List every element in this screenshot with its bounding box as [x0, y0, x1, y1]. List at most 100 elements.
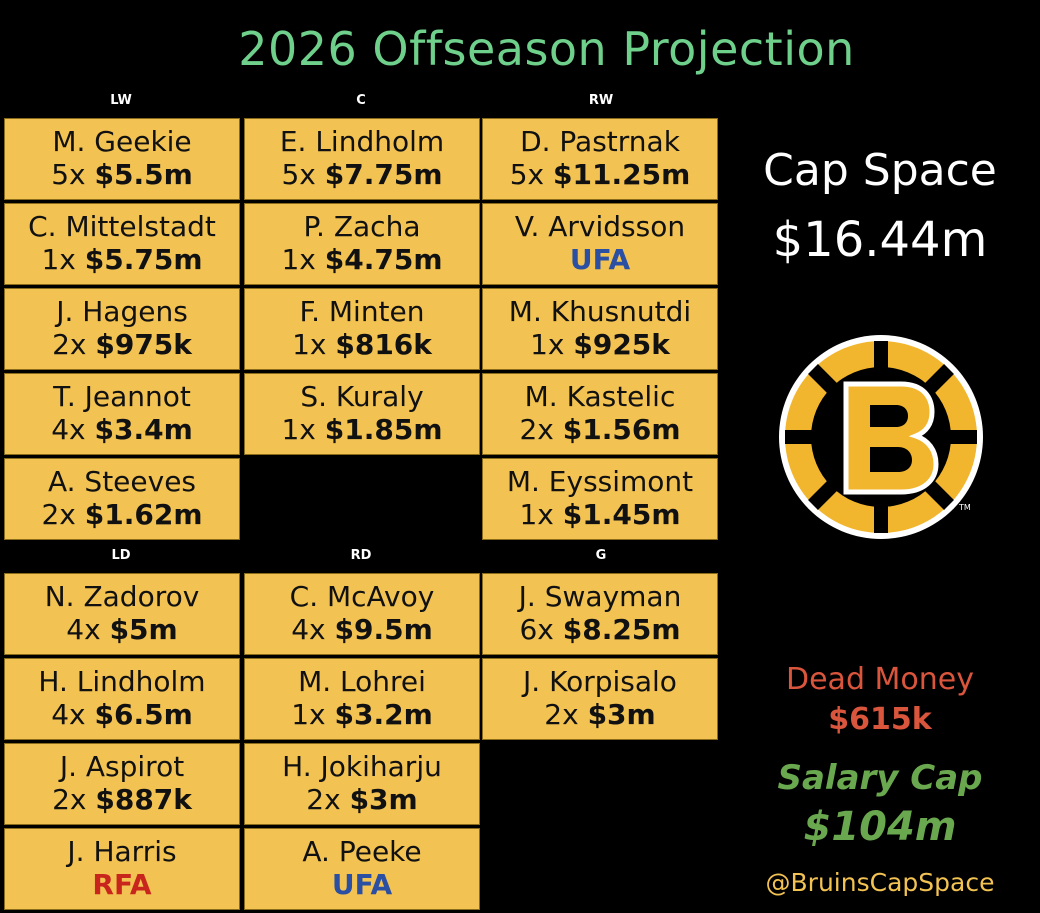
- player-name: F. Minten: [299, 295, 425, 328]
- player-name: M. Lohrei: [298, 665, 426, 698]
- player-card-rd-2: M. Lohrei 1x $3.2m: [244, 658, 480, 740]
- social-handle: @BruinsCapSpace: [765, 868, 995, 897]
- contract-amount: $1.62m: [84, 498, 203, 531]
- contract-years: 2x: [544, 698, 579, 731]
- column-header-rd: RD: [350, 548, 372, 563]
- player-name: J. Harris: [67, 835, 177, 868]
- cap-space-label: Cap Space: [763, 145, 997, 196]
- svg-text:TM: TM: [958, 503, 971, 512]
- contract-amount: $3.2m: [334, 698, 433, 731]
- player-name: H. Jokiharju: [282, 750, 442, 783]
- contract-years: 1x: [281, 243, 316, 276]
- player-card-rw-4: M. Kastelic 2x $1.56m: [482, 373, 718, 455]
- player-card-lw-3: J. Hagens 2x $975k: [4, 288, 240, 370]
- player-card-g-2: J. Korpisalo 2x $3m: [482, 658, 718, 740]
- contract-years: 2x: [519, 413, 554, 446]
- cap-space-value: $16.44m: [772, 212, 988, 268]
- contract-years: 2x: [306, 783, 341, 816]
- contract-years: 5x: [281, 158, 316, 191]
- player-name: C. McAvoy: [289, 580, 435, 613]
- player-card-ld-1: N. Zadorov 4x $5m: [4, 573, 240, 655]
- player-card-c-4: S. Kuraly 1x $1.85m: [244, 373, 480, 455]
- contract-amount: $4.75m: [324, 243, 443, 276]
- free-agent-status: RFA: [92, 868, 152, 901]
- player-card-ld-3: J. Aspirot 2x $887k: [4, 743, 240, 825]
- column-header-c: C: [356, 93, 366, 108]
- contract-amount: $9.5m: [334, 613, 433, 646]
- player-name: T. Jeannot: [53, 380, 191, 413]
- contract-years: 1x: [292, 328, 327, 361]
- player-name: J. Swayman: [518, 580, 682, 613]
- player-card-rw-1: D. Pastrnak 5x $11.25m: [482, 118, 718, 200]
- column-header-ld: LD: [111, 548, 131, 563]
- player-card-rd-4: A. Peeke UFA: [244, 828, 480, 910]
- bruins-b-logo-icon: TM: [779, 335, 983, 539]
- contract-amount: $3m: [587, 698, 656, 731]
- player-name: M. Eyssimont: [506, 465, 694, 498]
- contract-years: 2x: [41, 498, 76, 531]
- contract-years: 4x: [51, 413, 86, 446]
- contract-years: 1x: [291, 698, 326, 731]
- contract-amount: $5m: [109, 613, 178, 646]
- player-card-c-2: P. Zacha 1x $4.75m: [244, 203, 480, 285]
- player-card-rw-3: M. Khusnutdi 1x $925k: [482, 288, 718, 370]
- player-name: S. Kuraly: [300, 380, 424, 413]
- contract-amount: $816k: [335, 328, 432, 361]
- player-name: M. Khusnutdi: [508, 295, 692, 328]
- player-card-ld-4: J. Harris RFA: [4, 828, 240, 910]
- player-card-c-1: E. Lindholm 5x $7.75m: [244, 118, 480, 200]
- player-card-lw-4: T. Jeannot 4x $3.4m: [4, 373, 240, 455]
- player-name: P. Zacha: [303, 210, 421, 243]
- player-card-g-1: J. Swayman 6x $8.25m: [482, 573, 718, 655]
- contract-amount: $1.56m: [562, 413, 681, 446]
- player-name: H. Lindholm: [38, 665, 206, 698]
- player-name: E. Lindholm: [279, 125, 445, 158]
- dead-money-label: Dead Money: [786, 662, 974, 697]
- contract-years: 4x: [291, 613, 326, 646]
- player-name: V. Arvidsson: [514, 210, 686, 243]
- column-header-rw: RW: [588, 93, 614, 108]
- page-title: 2026 Offseason Projection: [238, 22, 855, 76]
- contract-years: 5x: [51, 158, 86, 191]
- player-name: J. Aspirot: [59, 750, 185, 783]
- column-header-lw: LW: [110, 93, 132, 108]
- player-name: A. Steeves: [47, 465, 197, 498]
- contract-years: 1x: [519, 498, 554, 531]
- free-agent-status: UFA: [331, 868, 393, 901]
- player-name: D. Pastrnak: [520, 125, 680, 158]
- player-card-rd-1: C. McAvoy 4x $9.5m: [244, 573, 480, 655]
- contract-amount: $3m: [349, 783, 418, 816]
- salary-cap-label: Salary Cap: [777, 758, 983, 798]
- contract-years: 4x: [66, 613, 101, 646]
- player-name: M. Geekie: [52, 125, 192, 158]
- player-name: N. Zadorov: [44, 580, 200, 613]
- player-name: J. Hagens: [56, 295, 188, 328]
- contract-years: 5x: [509, 158, 545, 191]
- player-card-rw-5: M. Eyssimont 1x $1.45m: [482, 458, 718, 540]
- contract-amount: $887k: [95, 783, 192, 816]
- contract-amount: $7.75m: [324, 158, 443, 191]
- player-name: A. Peeke: [302, 835, 422, 868]
- player-name: C. Mittelstadt: [28, 210, 216, 243]
- contract-amount: $11.25m: [553, 158, 691, 191]
- column-header-g: G: [595, 548, 607, 563]
- salary-cap-value: $104m: [803, 804, 957, 850]
- player-card-c-3: F. Minten 1x $816k: [244, 288, 480, 370]
- contract-amount: $3.4m: [94, 413, 193, 446]
- player-name: J. Korpisalo: [523, 665, 677, 698]
- contract-amount: $8.25m: [562, 613, 681, 646]
- contract-years: 1x: [281, 413, 316, 446]
- contract-amount: $5.5m: [94, 158, 193, 191]
- free-agent-status: UFA: [569, 243, 631, 276]
- contract-years: 6x: [519, 613, 554, 646]
- contract-years: 4x: [51, 698, 86, 731]
- contract-years: 1x: [41, 243, 76, 276]
- dead-money-value: $615k: [828, 702, 932, 737]
- player-card-rw-2: V. Arvidsson UFA: [482, 203, 718, 285]
- contract-years: 1x: [530, 328, 565, 361]
- player-card-lw-2: C. Mittelstadt 1x $5.75m: [4, 203, 240, 285]
- contract-amount: $5.75m: [84, 243, 203, 276]
- contract-years: 2x: [52, 783, 87, 816]
- contract-amount: $6.5m: [94, 698, 193, 731]
- contract-amount: $975k: [95, 328, 192, 361]
